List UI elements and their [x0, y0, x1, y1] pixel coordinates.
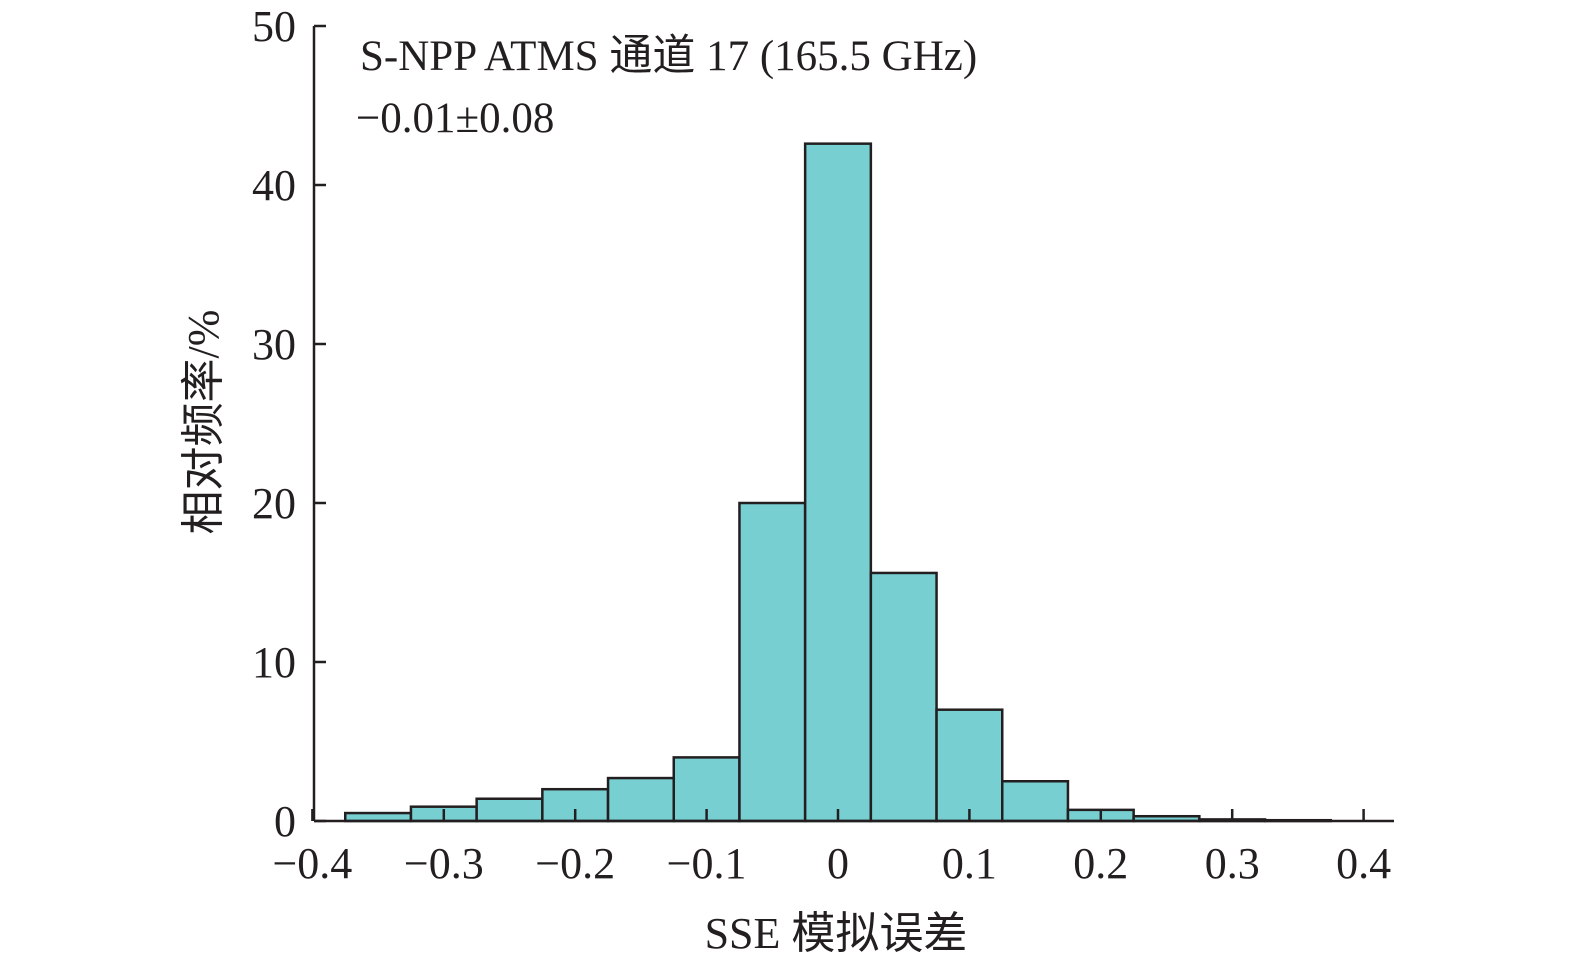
y-tick-label: 40 — [252, 161, 296, 210]
histogram-bar — [475, 797, 544, 823]
x-tick-label: −0.2 — [535, 839, 615, 888]
histogram-bar — [869, 571, 938, 823]
y-tick-label: 0 — [274, 797, 296, 846]
annotation-mean-std: −0.01±0.08 — [356, 95, 554, 142]
bars-group — [344, 142, 1333, 823]
histogram-bar — [935, 708, 1004, 823]
x-tick-label: 0.4 — [1336, 839, 1391, 888]
x-tick-label: −0.4 — [272, 839, 352, 888]
y-tick-label: 30 — [252, 320, 296, 369]
y-tick-label: 50 — [252, 2, 296, 51]
y-tick-label: 20 — [252, 479, 296, 528]
x-tick-label: 0 — [827, 839, 849, 888]
x-axis-label: SSE 模拟误差 — [705, 909, 968, 958]
x-tick-label: 0.1 — [942, 839, 997, 888]
x-tick-label: −0.3 — [404, 839, 484, 888]
x-tick-label: 0.3 — [1205, 839, 1260, 888]
x-tick-label: −0.1 — [667, 839, 747, 888]
histogram-bar — [803, 142, 873, 823]
annotation-title: S-NPP ATMS 通道 17 (165.5 GHz) — [360, 33, 977, 80]
y-axis-label: 相对频率/% — [179, 310, 228, 535]
histogram-bar — [738, 501, 807, 823]
y-tick-label: 10 — [252, 638, 296, 687]
x-ticks-group: −0.4 −0.3 −0.2 −0.1 0 0.1 0.2 0.3 0.4 — [272, 809, 1391, 888]
histogram-bar — [1001, 780, 1070, 823]
histogram-bar — [606, 776, 675, 823]
y-ticks-group: 0 10 20 30 40 50 — [252, 2, 326, 846]
x-tick-label: 0.2 — [1073, 839, 1128, 888]
axes-group — [312, 26, 1394, 823]
